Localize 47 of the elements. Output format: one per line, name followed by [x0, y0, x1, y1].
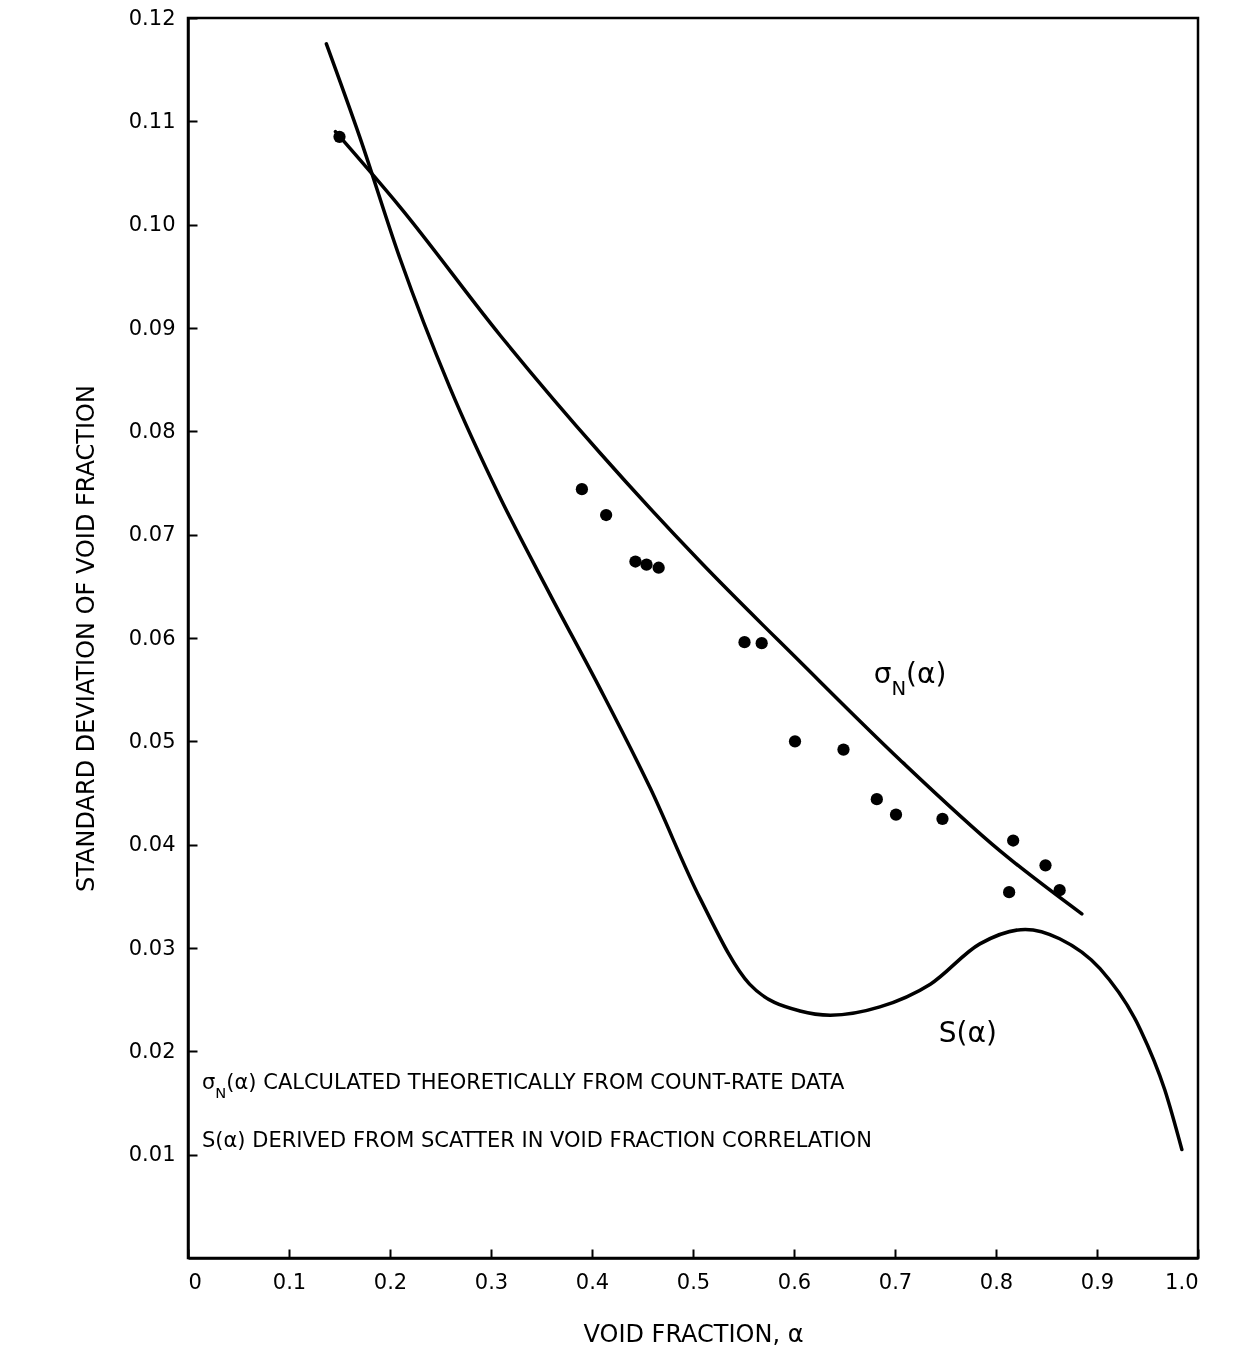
point	[788, 735, 802, 748]
series-label: S(α)	[938, 1015, 997, 1049]
point	[1053, 884, 1066, 897]
point	[652, 561, 665, 574]
x-tick-label: 0.5	[676, 1269, 711, 1294]
point	[889, 808, 903, 821]
x-tick-label: 0.1	[272, 1269, 307, 1294]
point	[755, 637, 768, 650]
line-series	[333, 129, 1084, 916]
x-tick-label: 1.0	[1165, 1269, 1199, 1294]
x-tick-label: 0.9	[1080, 1269, 1115, 1294]
y-tick-label: 0.02	[128, 1038, 176, 1063]
point	[640, 558, 653, 571]
point	[870, 793, 883, 806]
x-tick-label: 0.7	[878, 1269, 913, 1294]
x-axis-title: VOID FRACTION, α	[583, 1319, 804, 1348]
x-tick-label: 0.8	[979, 1269, 1014, 1294]
y-tick-label: 0.08	[128, 418, 176, 443]
y-tick-label: 0.12	[128, 5, 176, 30]
x-tick-label: 0.4	[575, 1269, 610, 1294]
x-tick-label: 0.6	[777, 1269, 812, 1294]
point	[333, 130, 346, 143]
y-tick-label: 0.07	[128, 522, 176, 547]
y-tick-label: 0.06	[128, 625, 176, 650]
x-tick-label: 0	[188, 1269, 202, 1294]
y-tick-label: 0.10	[128, 212, 176, 237]
y-tick-label: 0.04	[128, 832, 176, 857]
y-tick-label: 0.11	[128, 108, 176, 133]
point	[1003, 886, 1016, 899]
point	[738, 636, 751, 649]
y-tick-label: 0.09	[128, 315, 176, 340]
x-tick-label: 0.2	[373, 1269, 408, 1294]
x-tick-label: 0.3	[474, 1269, 509, 1294]
annotation: S(α) DERIVED FROM SCATTER IN VOID FRACTION CORRELATION	[202, 1128, 872, 1152]
point	[629, 555, 642, 568]
series-label: σ$_{N}$(α)	[873, 656, 947, 700]
y-tick-label: 0.03	[128, 935, 176, 960]
y-tick-label: 0.01	[128, 1142, 176, 1167]
point	[1039, 859, 1052, 872]
y-axis-title: STANDARD DEVIATION OF VOID FRACTION	[71, 385, 100, 892]
point	[837, 743, 850, 756]
annotation: σ$_{N}$(α) CALCULATED THEORETICALLY FROM COUNT-RATE DATA	[202, 1070, 845, 1101]
point	[936, 812, 949, 825]
y-tick-label: 0.05	[128, 728, 176, 753]
point	[600, 508, 613, 522]
point	[575, 483, 589, 496]
point	[1007, 834, 1020, 847]
